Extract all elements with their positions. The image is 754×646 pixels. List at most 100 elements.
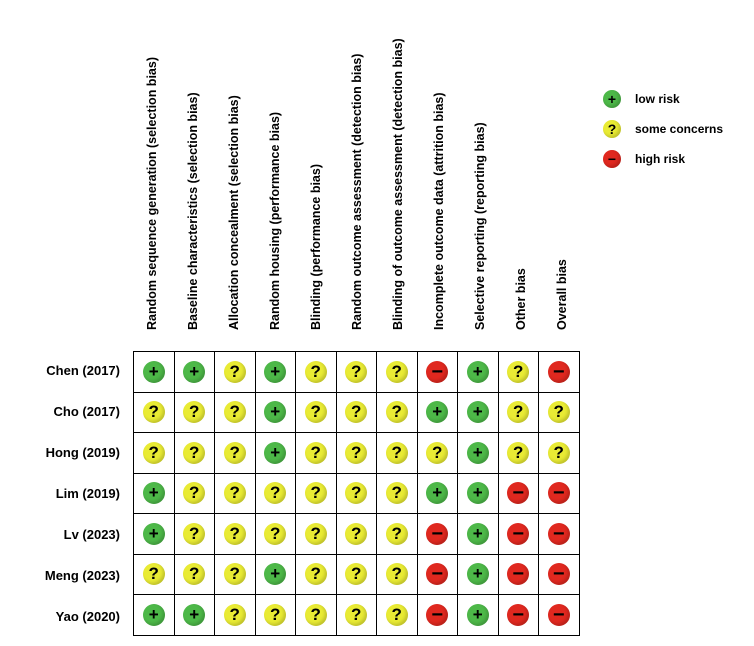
some-concerns-icon: ? <box>183 401 206 424</box>
rating-cell: ? <box>295 472 337 514</box>
column-header: Other bias <box>502 8 542 344</box>
rating-cell: ? <box>254 594 296 636</box>
low-risk-icon: + <box>142 522 165 545</box>
column-header-label: Blinding of outcome assessment (detectio… <box>391 38 405 330</box>
study-label: Cho (2017) <box>53 404 120 419</box>
low-risk-icon: + <box>142 360 165 383</box>
some-concerns-icon: ? <box>385 482 408 505</box>
some-concerns-icon: ? <box>345 482 368 505</box>
rating-cell: ? <box>335 351 377 393</box>
rating-cell: + <box>133 351 175 393</box>
some-concerns-icon: ? <box>183 563 206 586</box>
some-concerns-icon: ? <box>345 522 368 545</box>
some-concerns-icon: ? <box>223 482 246 505</box>
some-concerns-icon: ? <box>264 522 287 545</box>
some-concerns-icon: ? <box>345 603 368 626</box>
rating-cell: − <box>538 351 580 393</box>
column-header-label: Random sequence generation (selection bi… <box>145 57 159 330</box>
high-risk-icon: − <box>507 522 530 545</box>
some-concerns-icon: ? <box>223 401 246 424</box>
rating-cell: ? <box>376 472 418 514</box>
low-risk-icon: + <box>466 360 489 383</box>
some-concerns-icon: ? <box>142 401 165 424</box>
some-concerns-icon: ? <box>304 441 327 464</box>
rating-cell: ? <box>214 594 256 636</box>
study-label: Lim (2019) <box>55 486 120 501</box>
high-risk-icon: − <box>547 563 570 586</box>
rating-cell: ? <box>335 594 377 636</box>
low-risk-icon: + <box>603 90 621 108</box>
high-risk-icon: − <box>507 482 530 505</box>
rating-cell: + <box>254 432 296 474</box>
some-concerns-icon: ? <box>304 522 327 545</box>
rating-cell: + <box>133 472 175 514</box>
rating-cell: ? <box>416 432 458 474</box>
low-risk-icon: + <box>466 603 489 626</box>
low-risk-icon: + <box>264 563 287 586</box>
rating-cell: ? <box>214 391 256 433</box>
low-risk-icon: + <box>264 401 287 424</box>
legend-label: some concerns <box>635 122 724 136</box>
low-risk-icon: + <box>466 482 489 505</box>
column-header: Blinding (performance bias) <box>297 8 337 344</box>
rating-cell: ? <box>254 472 296 514</box>
rating-cell: + <box>254 553 296 595</box>
table-row: + +? +??? − +? − <box>133 351 580 393</box>
rating-cell: ? <box>376 351 418 393</box>
high-risk-icon: − <box>426 563 449 586</box>
low-risk-icon: + <box>264 441 287 464</box>
rating-cell: ? <box>538 432 580 474</box>
rating-cell: ? <box>295 553 337 595</box>
low-risk-icon: + <box>426 482 449 505</box>
rating-cell: − <box>538 472 580 514</box>
rating-cell: − <box>497 553 539 595</box>
table-row: ??? +???? +?? <box>133 432 580 474</box>
some-concerns-icon: ? <box>223 360 246 383</box>
high-risk-icon: − <box>426 360 449 383</box>
rating-cell: + <box>133 513 175 555</box>
high-risk-icon: − <box>426 603 449 626</box>
some-concerns-icon: ? <box>304 603 327 626</box>
rating-cell: ? <box>295 594 337 636</box>
rating-cell: ? <box>335 432 377 474</box>
study-label: Chen (2017) <box>46 363 120 378</box>
column-header: Allocation concealment (selection bias) <box>215 8 255 344</box>
rating-cell: + <box>173 351 215 393</box>
some-concerns-icon: ? <box>304 482 327 505</box>
rating-cell: ? <box>295 391 337 433</box>
low-risk-icon: + <box>426 401 449 424</box>
study-label: Yao (2020) <box>55 609 120 624</box>
legend-label: low risk <box>635 92 680 106</box>
some-concerns-icon: ? <box>603 120 621 138</box>
rating-cell: ? <box>376 391 418 433</box>
some-concerns-icon: ? <box>507 360 530 383</box>
rating-cell: ? <box>497 351 539 393</box>
rating-cell: ? <box>376 513 418 555</box>
table-row: ??? +??? − + − − <box>133 553 580 595</box>
high-risk-icon: − <box>426 522 449 545</box>
high-risk-icon: − <box>547 522 570 545</box>
column-header-label: Random outcome assessment (detection bia… <box>350 53 364 330</box>
rating-cell: − <box>497 472 539 514</box>
rating-cell: ? <box>376 553 418 595</box>
rating-cell: − <box>538 553 580 595</box>
rating-cell: ? <box>335 513 377 555</box>
high-risk-icon: − <box>547 603 570 626</box>
rating-cell: − <box>538 513 580 555</box>
low-risk-icon: + <box>466 522 489 545</box>
column-header-label: Blinding (performance bias) <box>309 164 323 330</box>
some-concerns-icon: ? <box>223 522 246 545</box>
table-row: +?????? + + − − <box>133 472 580 514</box>
rating-cell: ? <box>214 351 256 393</box>
high-risk-icon: − <box>547 360 570 383</box>
rating-cell: + <box>254 391 296 433</box>
some-concerns-icon: ? <box>183 482 206 505</box>
some-concerns-icon: ? <box>345 401 368 424</box>
some-concerns-icon: ? <box>385 441 408 464</box>
rating-cell: ? <box>295 513 337 555</box>
rating-cell: − <box>416 553 458 595</box>
column-header: Blinding of outcome assessment (detectio… <box>379 8 419 344</box>
column-header: Overall bias <box>543 8 583 344</box>
some-concerns-icon: ? <box>385 401 408 424</box>
rating-cell: + <box>457 351 499 393</box>
